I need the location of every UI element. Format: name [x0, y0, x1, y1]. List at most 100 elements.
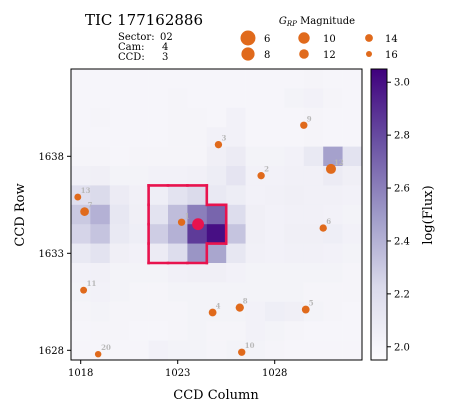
pixel-cell	[303, 185, 324, 206]
colorbar-gradient	[370, 68, 388, 361]
pixel-cell	[303, 263, 324, 283]
pixel-cell	[323, 321, 343, 341]
legend-label-10: 10	[323, 34, 336, 45]
pixel-cell	[284, 224, 305, 244]
pixel-cell	[323, 146, 343, 167]
pixel-cell	[226, 263, 246, 283]
pixel-cell	[90, 185, 111, 206]
pixel-cell	[168, 282, 188, 303]
legend-label-14: 14	[385, 34, 398, 45]
pixel-cell	[71, 107, 91, 128]
pixel-cell	[187, 321, 208, 341]
colorbar-tick-label: 3.0	[394, 78, 410, 89]
star-label: 13	[81, 186, 91, 195]
pixel-cell	[284, 282, 305, 303]
pixel-cell	[226, 204, 246, 225]
pixel-cell	[206, 263, 227, 283]
pixel-cell	[148, 321, 169, 341]
pixel-cell	[226, 146, 246, 167]
pixel-cell	[206, 243, 227, 264]
star-marker	[74, 193, 82, 201]
pixel-cell	[90, 146, 111, 167]
colorbar-label: log(Flux)	[421, 185, 436, 244]
pixel-cell	[226, 127, 246, 147]
star-label: 11	[87, 279, 97, 288]
pixel-cell	[168, 301, 188, 322]
star-label: 5	[309, 299, 314, 308]
star-marker	[214, 140, 223, 149]
pixel-cell	[109, 127, 130, 147]
pixel-cell	[342, 340, 363, 361]
pixel-cell	[109, 340, 130, 361]
pixel-cell	[90, 88, 111, 109]
pixel-cell	[71, 88, 91, 109]
pixel-cell	[148, 224, 169, 244]
pixel-cell	[168, 107, 188, 128]
pixel-cell	[168, 69, 188, 89]
pixel-cell	[90, 321, 111, 341]
legend-marker	[366, 51, 372, 57]
pixel-cell	[109, 146, 130, 167]
pixel-cell	[342, 301, 363, 322]
pixel-cell	[245, 204, 266, 225]
pixel-cell	[265, 107, 285, 128]
pixel-cell	[265, 127, 285, 147]
pixel-cell	[187, 282, 208, 303]
pixel-cell	[284, 166, 305, 186]
legend-marker	[298, 32, 310, 44]
pixel-cell	[187, 263, 208, 283]
star-label: 2	[264, 165, 269, 174]
y-tick-label: 1638	[39, 152, 64, 163]
pixel-cell	[168, 166, 188, 186]
pixel-cell	[187, 185, 208, 206]
pixel-cell	[265, 224, 285, 244]
pixel-cell	[206, 321, 227, 341]
pixel-cell	[109, 224, 130, 244]
pixel-cell	[245, 340, 266, 361]
star-marker	[325, 163, 336, 174]
pixel-cell	[148, 127, 169, 147]
pixel-cell	[265, 263, 285, 283]
pixel-cell	[226, 321, 246, 341]
pixel-cell	[303, 127, 324, 147]
star-label: 1	[185, 211, 190, 220]
pixel-cell	[168, 88, 188, 109]
pixel-cell	[90, 166, 111, 186]
pixel-cell	[342, 127, 363, 147]
y-axis-label: CCD Row	[13, 183, 28, 246]
pixel-cell	[303, 224, 324, 244]
pixel-cell	[245, 224, 266, 244]
star-marker	[177, 218, 186, 226]
pixel-cell	[342, 263, 363, 283]
star-marker	[238, 348, 246, 356]
pixel-cell	[265, 185, 285, 206]
magnitude-legend: GRP Magnitude 6 8 10 12 14 16	[240, 16, 398, 61]
pixel-cell	[206, 224, 227, 244]
pixel-cell	[265, 166, 285, 186]
star-marker	[80, 286, 88, 294]
pixel-cell	[187, 69, 208, 89]
pixel-cell	[109, 282, 130, 303]
pixel-cell	[90, 301, 111, 322]
pixel-cell	[90, 127, 111, 147]
pixel-cell	[109, 69, 130, 89]
x-axis-label: CCD Column	[173, 388, 259, 403]
pixel-cell	[148, 263, 169, 283]
target-marker	[192, 218, 204, 231]
star-label: 3	[221, 134, 226, 143]
pixel-cell	[323, 69, 343, 89]
plot-frame	[70, 68, 363, 361]
pixel-cell	[148, 69, 169, 89]
pixel-cell	[129, 243, 149, 264]
pixel-cell	[303, 166, 324, 186]
pixel-cell	[342, 185, 363, 206]
pixel-cell	[323, 224, 343, 244]
star-marker	[94, 350, 102, 358]
pixel-cell	[303, 88, 324, 109]
pixel-cell	[303, 301, 324, 322]
info-label-sector: Sector:	[118, 32, 155, 43]
pixel-cell	[148, 282, 169, 303]
pixel-cell	[323, 301, 343, 322]
pixel-cell	[284, 321, 305, 341]
